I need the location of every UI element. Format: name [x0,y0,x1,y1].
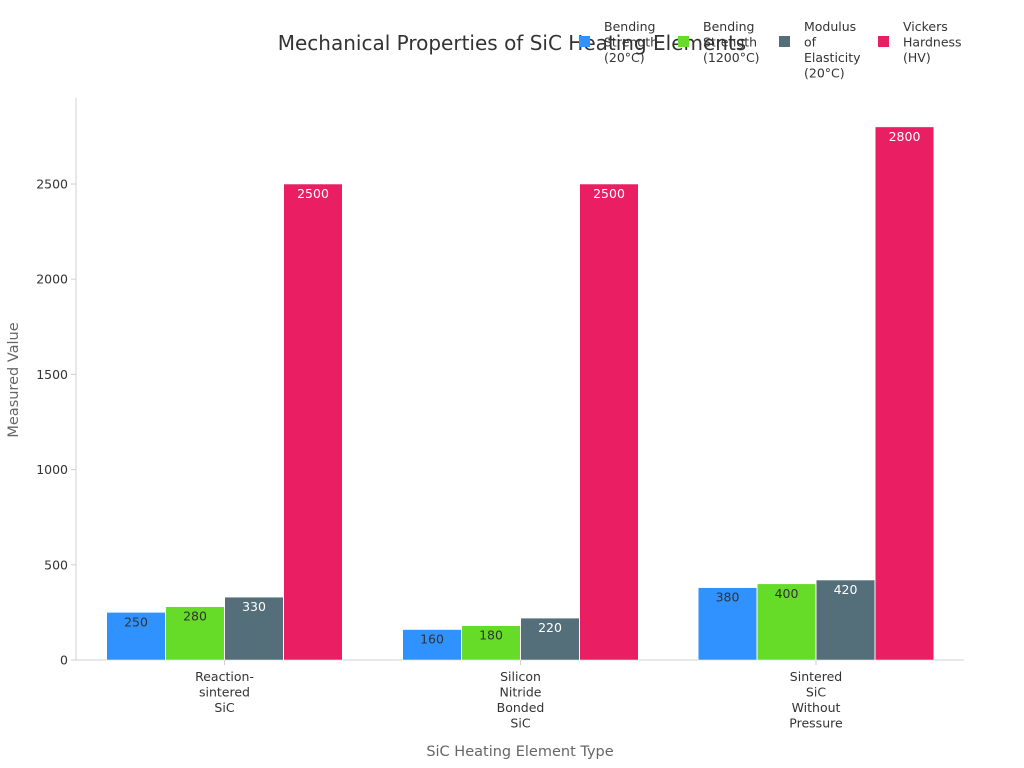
x-tick-label-line: Nitride [500,685,542,700]
y-tick-label: 0 [60,653,68,668]
x-tick-label-line: Silicon [500,669,541,684]
bar [520,617,580,661]
legend-label-line: Bending [703,19,754,34]
legend-label-line: (20°C) [604,50,645,65]
legend-label-line: Modulus [804,19,856,34]
legend-label-line: Strength [703,35,757,50]
bar-value-label: 220 [538,620,562,635]
legend-item[interactable]: Vickers Hardness (HV) [878,19,962,65]
legend-swatch [678,36,689,47]
bar [461,625,521,661]
y-tick-label: 500 [44,557,68,572]
bar-value-label: 160 [420,632,444,647]
y-tick-label: 1000 [36,462,68,477]
bar-value-label: 400 [775,586,799,601]
bar-value-label: 2500 [297,186,329,201]
bar-value-label: 420 [834,582,858,597]
legend-item[interactable]: Bending Strength (1200°C) [678,19,760,65]
x-tick-label: Silicon Nitride Bonded SiC [497,669,545,731]
y-tick-label: 2500 [36,177,68,192]
bar-value-label: 280 [183,609,207,624]
bar [106,612,166,661]
x-tick-label: Reaction-sintered SiC [195,669,254,715]
bar-value-label: 250 [124,614,148,629]
plot-area: 0 500 1000 1500 2000 2500 250 280 330 2500 Reactio… [36,98,964,731]
bar [698,587,757,661]
x-tick-label-line: SiC [510,716,530,731]
legend-swatch [779,36,790,47]
legend-label-line: Elasticity [804,50,861,65]
legend-label: Bending Strength (1200°C) [703,19,760,65]
bar [816,579,875,661]
legend-label-line: Bending [604,19,655,34]
x-tick-label-line: sintered [199,685,250,700]
y-tick-label: 2000 [36,272,68,287]
x-tick-label-line: Pressure [789,716,843,731]
legend-swatch [878,36,889,47]
y-tick-label: 1500 [36,367,68,382]
x-tick-label: Sintered SiC Without Pressure [789,669,843,731]
bar-value-label: 380 [716,590,740,605]
bar-value-label: 180 [479,628,503,643]
x-tick-label-line: Bonded [497,700,545,715]
bar [757,583,816,661]
x-tick-label-line: SiC [214,700,234,715]
legend-label-line: Hardness [903,35,962,50]
y-axis-title: Measured Value [6,322,22,437]
bar [283,183,343,661]
bar-value-label: 2800 [889,129,921,144]
bar-value-label: 330 [242,599,266,614]
legend-label: Bending Strength (20°C) [604,19,658,65]
bar [224,596,284,661]
x-axis-title: SiC Heating Element Type [426,744,613,760]
legend-item[interactable]: Bending Strength (20°C) [579,19,658,65]
x-tick-label-line: SiC [806,685,826,700]
bar [402,629,462,661]
legend-label-line: (20°C) [804,66,845,81]
legend: Bending Strength (20°C)Bending Strength (120… [579,19,962,81]
legend-label-line: of [804,35,817,50]
legend-label-line: Strength [604,35,658,50]
bar [875,126,934,661]
legend-label-line: (HV) [903,50,931,65]
x-tick-label-line: Reaction- [195,669,254,684]
bar [165,606,225,661]
legend-label: Modulus of Elasticity (20°C) [804,19,861,81]
chart-title: Mechanical Properties of SiC Heating Ele… [278,31,746,55]
legend-label-line: Vickers [903,19,948,34]
bar-value-label: 2500 [593,186,625,201]
legend-label: Vickers Hardness (HV) [903,19,962,65]
legend-item[interactable]: Modulus of Elasticity (20°C) [779,19,861,81]
x-tick-label-line: Without [792,700,841,715]
bar [579,183,639,661]
legend-swatch [579,36,590,47]
x-tick-label-line: Sintered [790,669,842,684]
legend-label-line: (1200°C) [703,50,760,65]
